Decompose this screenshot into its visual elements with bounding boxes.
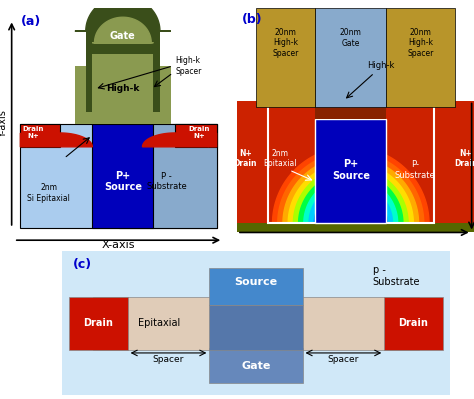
Bar <box>237 223 474 233</box>
Text: Spacer: Spacer <box>328 355 359 363</box>
Text: X-axis: X-axis <box>102 240 135 250</box>
Bar <box>384 296 443 350</box>
Bar <box>93 296 419 350</box>
Text: High-k: High-k <box>106 85 139 93</box>
Text: (a): (a) <box>20 15 41 28</box>
Bar <box>210 268 302 305</box>
Text: Gate: Gate <box>241 361 271 371</box>
Text: 20nm
High-k
Spacer: 20nm High-k Spacer <box>408 28 434 57</box>
Text: 2nm
Si Epitaxial: 2nm Si Epitaxial <box>27 184 70 203</box>
Text: 20nm
Gate: 20nm Gate <box>340 28 362 48</box>
Text: High-k
Spacer: High-k Spacer <box>175 56 201 75</box>
Text: N+
Drain: N+ Drain <box>234 149 257 168</box>
Polygon shape <box>299 172 403 223</box>
Bar <box>315 119 386 223</box>
Text: p -
Substrate: p - Substrate <box>373 265 420 287</box>
Text: P-
Substrate: P- Substrate <box>394 160 435 180</box>
Bar <box>75 112 171 124</box>
Polygon shape <box>309 182 392 223</box>
Text: Source: Source <box>235 277 277 287</box>
Text: N+
Drain: N+ Drain <box>454 149 474 168</box>
Bar <box>92 54 154 112</box>
Text: High-k: High-k <box>367 61 395 70</box>
Text: P -
Substrate: P - Substrate <box>146 172 187 191</box>
Bar <box>75 66 94 124</box>
Polygon shape <box>92 17 154 43</box>
Bar <box>386 8 455 107</box>
Polygon shape <box>325 198 377 223</box>
Text: 20nm
High-k
Spacer: 20nm High-k Spacer <box>273 28 299 57</box>
Bar <box>151 66 171 124</box>
Polygon shape <box>283 157 419 223</box>
Text: Gate: Gate <box>110 31 136 41</box>
Text: Drain
N+: Drain N+ <box>23 126 44 139</box>
Bar <box>268 101 434 223</box>
Polygon shape <box>288 162 413 223</box>
Bar <box>92 124 154 228</box>
Polygon shape <box>304 178 398 223</box>
Text: Drain
N+: Drain N+ <box>189 126 210 139</box>
Bar <box>256 8 315 107</box>
Bar <box>237 101 474 233</box>
Text: Y-axis: Y-axis <box>0 110 8 138</box>
Bar <box>86 31 160 112</box>
Bar <box>315 8 386 107</box>
Polygon shape <box>330 203 372 223</box>
Text: (b): (b) <box>242 13 263 26</box>
Polygon shape <box>20 133 92 147</box>
Bar <box>118 124 217 228</box>
Text: P+
Source: P+ Source <box>104 171 142 192</box>
Polygon shape <box>273 147 429 223</box>
Text: Spacer: Spacer <box>153 355 184 363</box>
Text: Drain: Drain <box>399 318 428 328</box>
Bar <box>20 124 60 147</box>
Text: Epitaxial: Epitaxial <box>137 318 180 328</box>
Polygon shape <box>143 133 217 147</box>
Text: P+
Source: P+ Source <box>332 159 370 181</box>
Polygon shape <box>278 152 424 223</box>
Polygon shape <box>314 188 387 223</box>
Bar <box>20 124 217 228</box>
Bar <box>315 107 386 119</box>
Bar <box>69 296 128 350</box>
Polygon shape <box>75 0 171 31</box>
Polygon shape <box>293 167 408 223</box>
Bar <box>210 348 302 383</box>
Bar <box>175 124 217 147</box>
Polygon shape <box>319 193 382 223</box>
Text: Drain: Drain <box>83 318 113 328</box>
Text: 2nm
Epitaxial: 2nm Epitaxial <box>263 149 296 168</box>
Bar <box>210 305 302 350</box>
Text: (c): (c) <box>73 257 92 271</box>
